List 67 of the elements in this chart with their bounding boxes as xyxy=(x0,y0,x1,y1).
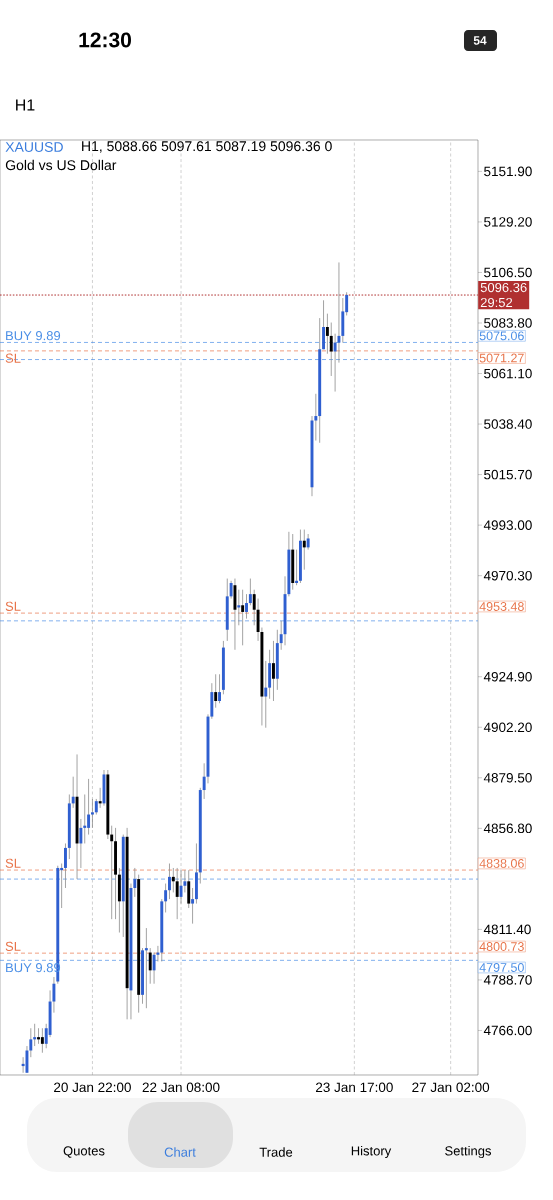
candlestick xyxy=(175,867,179,920)
annotation: H1, 5088.66 5097.61 5087.19 5096.36 0 xyxy=(82,141,332,153)
text: Settings xyxy=(445,1145,492,1159)
text: 29:52 xyxy=(480,297,513,308)
candlestick xyxy=(306,533,310,551)
ref-line-label: SL xyxy=(5,941,21,951)
text: Gold vs US Dollar xyxy=(5,159,117,171)
candlestick xyxy=(71,776,75,809)
candlestick xyxy=(29,1027,33,1058)
candlestick xyxy=(148,947,152,985)
ref-line-label: SL xyxy=(5,858,21,868)
text: Trade xyxy=(259,1147,293,1157)
y-tick-label: 4993.00 xyxy=(483,520,532,530)
candlestick xyxy=(218,673,222,704)
text: 54 xyxy=(473,36,487,45)
y-tick-label: 4766.00 xyxy=(483,1025,532,1036)
text: 5075.06 xyxy=(479,331,524,341)
ref-line-label: BUY 9.89 xyxy=(6,331,61,341)
x-tick-label: 23 Jan 17:00 xyxy=(316,1082,393,1093)
y-tick-label: 5015.70 xyxy=(484,469,532,480)
y-tick-label: 5151.90 xyxy=(484,166,532,177)
text: 5071.27 xyxy=(479,353,524,363)
candlestick xyxy=(214,673,218,709)
y-tick-label: 5129.20 xyxy=(484,217,532,227)
candlestick xyxy=(171,867,175,893)
candlestick xyxy=(187,869,191,909)
y-tick-label: 5106.50 xyxy=(484,267,532,278)
candlestick xyxy=(79,818,83,869)
candlestick xyxy=(245,593,248,620)
ref-line-label: SL xyxy=(5,601,21,611)
candlestick xyxy=(322,299,326,350)
y-tick-label: 5061.10 xyxy=(484,368,532,379)
candlestick xyxy=(248,578,252,606)
candlestick xyxy=(64,843,67,889)
y-tick-label: 4856.80 xyxy=(483,823,532,834)
y-tick-label: 4902.20 xyxy=(483,722,532,733)
candlestick xyxy=(40,1027,44,1054)
x-tick-label: 27 Jan 02:00 xyxy=(412,1082,490,1093)
y-tick-label: 4879.50 xyxy=(483,773,532,783)
chart-title: XAUUSD xyxy=(5,142,63,152)
y-tick-label: 4924.90 xyxy=(483,671,532,682)
candlestick xyxy=(325,313,329,355)
candlestick xyxy=(168,863,171,900)
annotation: 4953.48 xyxy=(479,602,524,611)
candlestick xyxy=(164,883,168,913)
candlestick xyxy=(241,589,245,646)
annotation: 4800.73 xyxy=(479,942,524,951)
candlestick xyxy=(272,640,275,702)
text: 5096.36 xyxy=(480,282,527,293)
candlestick xyxy=(302,529,306,571)
ref-line-label: SL xyxy=(5,353,21,363)
text: Chart xyxy=(164,1147,196,1157)
y-tick-label: 4811.40 xyxy=(483,924,531,935)
y-tick-label: 5083.80 xyxy=(484,318,532,328)
y-tick-label: 4788.70 xyxy=(483,975,532,985)
annotation: 4838.06 xyxy=(479,859,524,868)
text: H1 xyxy=(16,99,35,111)
x-tick-label: 22 Jan 08:00 xyxy=(142,1082,220,1093)
candlestick xyxy=(264,660,268,729)
candlestick xyxy=(191,887,195,925)
y-tick-label: 5038.40 xyxy=(484,419,532,429)
y-tick-label: 4970.30 xyxy=(483,570,532,581)
text: Quotes xyxy=(63,1146,105,1158)
text: History xyxy=(351,1145,392,1159)
annotation: 4797.50 xyxy=(479,963,524,972)
x-tick-label: 20 Jan 22:00 xyxy=(54,1082,131,1093)
text: 12:30 xyxy=(79,32,131,48)
